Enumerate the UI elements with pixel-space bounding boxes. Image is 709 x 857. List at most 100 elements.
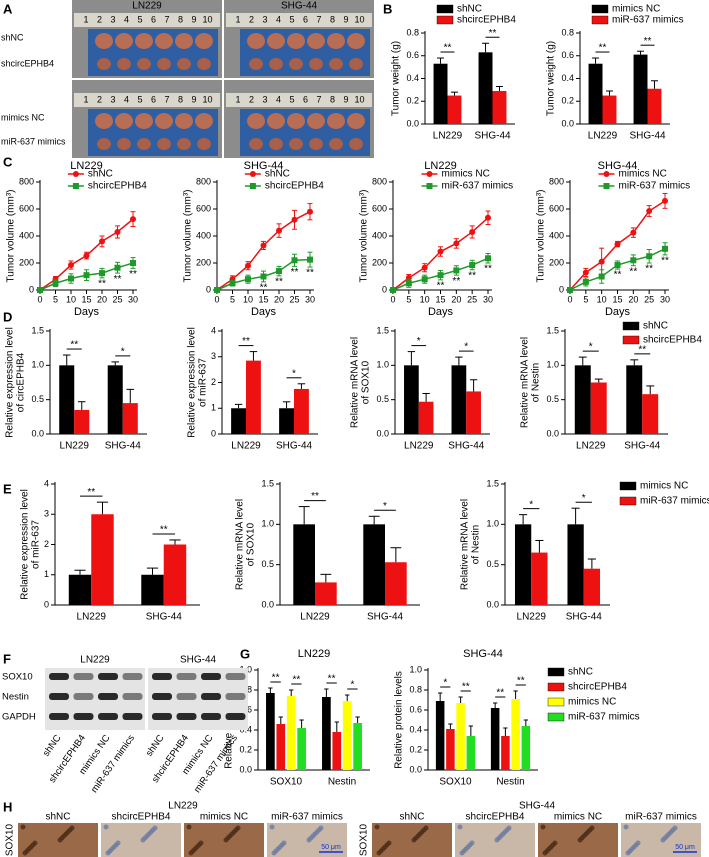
marker xyxy=(614,262,621,269)
blot-band xyxy=(225,693,246,700)
bar xyxy=(297,728,306,770)
ruler xyxy=(74,13,220,27)
x-tick-label: 25 xyxy=(467,294,477,304)
legend-label: shNC xyxy=(88,169,113,180)
significance-label: ** xyxy=(444,43,452,54)
x-tick-label: 10 xyxy=(243,294,253,304)
y-tick-label: 0.0 xyxy=(561,118,574,128)
ruler xyxy=(226,13,372,27)
bar xyxy=(246,360,261,434)
y-axis-label: Tumor volume (mm³) xyxy=(6,190,17,283)
x-tick-label: SHG-44 xyxy=(448,441,485,452)
tumor xyxy=(115,113,133,129)
y-tick-label: 0.8 xyxy=(409,684,422,694)
y-tick-label: 0 xyxy=(211,428,216,438)
x-axis-label: Days xyxy=(428,306,454,318)
legend-marker xyxy=(426,171,433,177)
ihc-lane: miR-637 mimics xyxy=(625,812,697,823)
significance-label: ** xyxy=(645,264,653,275)
ihc-cell xyxy=(269,824,275,830)
ihc-cell xyxy=(386,840,392,846)
legend-label: mimics NC xyxy=(640,481,688,492)
legend-label: miR-637 mimics xyxy=(442,181,514,192)
ruler-number: 3 xyxy=(262,94,267,104)
ihc-cell xyxy=(198,840,204,846)
ihc-cell xyxy=(32,840,38,846)
blot-band xyxy=(98,713,118,720)
x-axis-label: Days xyxy=(605,306,631,318)
tumor xyxy=(247,113,265,129)
x-tick-label: SHG-44 xyxy=(624,441,661,452)
x-axis-label: Days xyxy=(251,306,277,318)
significance-label: * xyxy=(529,499,533,510)
chart-title: LN229 xyxy=(298,648,330,660)
legend-label: shcircEPHB4 xyxy=(88,181,147,192)
y-tick-label: 4 xyxy=(44,478,49,488)
legend-swatch xyxy=(436,4,454,14)
y-axis-label: Tumor volume (mm³) xyxy=(536,190,547,283)
blot-band xyxy=(201,713,221,720)
legend-swatch xyxy=(547,712,565,722)
ihc-cell xyxy=(235,825,241,831)
y-tick-label: 600 xyxy=(549,203,564,213)
ruler-number: 10 xyxy=(202,14,212,24)
tumor xyxy=(307,33,325,49)
marker xyxy=(130,216,136,223)
significance-label: ** xyxy=(468,270,476,281)
y-axis-label: Relative mRNA level xyxy=(520,337,531,428)
bar xyxy=(332,732,342,770)
tumor xyxy=(157,58,171,70)
ihc-cell xyxy=(635,840,641,846)
marker xyxy=(485,214,491,221)
bar xyxy=(642,394,659,434)
ruler-number: 5 xyxy=(289,14,294,24)
tumor xyxy=(117,58,131,70)
blot-group: LN229 xyxy=(80,655,110,666)
tumor xyxy=(347,113,365,129)
y-tick-label: 800 xyxy=(196,176,211,186)
blot-band xyxy=(73,693,94,700)
y-tick-label: 200 xyxy=(196,257,211,267)
significance-label: ** xyxy=(462,682,470,693)
tumor xyxy=(115,33,133,49)
y-axis-label: of Nestin xyxy=(531,363,542,402)
marker xyxy=(469,262,476,269)
legend-marker xyxy=(249,171,256,177)
chart-title: LN229 xyxy=(424,160,456,172)
bar xyxy=(451,365,467,434)
bar xyxy=(74,409,90,434)
ihc-cell xyxy=(374,824,380,830)
y-tick-label: 0.0 xyxy=(546,428,559,438)
ihc-lane: shNC xyxy=(45,812,70,823)
panel-letter: D xyxy=(3,309,12,324)
ruler-number: 5 xyxy=(137,14,142,24)
y-axis-label: Relative mRNA level xyxy=(235,499,246,590)
bar xyxy=(91,514,114,605)
ruler-number: 4 xyxy=(276,94,281,104)
bar xyxy=(141,574,164,605)
y-tick-label: 0.5 xyxy=(261,559,274,569)
ihc-cell xyxy=(152,825,158,831)
marker xyxy=(83,272,90,279)
marker xyxy=(307,256,313,263)
significance-label: ** xyxy=(98,278,106,289)
y-tick-label: 1.5 xyxy=(376,325,389,335)
bar xyxy=(511,699,520,770)
ihc-cell xyxy=(20,824,26,830)
x-tick-label: 15 xyxy=(81,294,91,304)
x-tick-label: LN229 xyxy=(77,612,107,623)
x-tick-label: 20 xyxy=(628,294,638,304)
y-tick-label: 0.0 xyxy=(376,428,389,438)
ruler-number: 3 xyxy=(110,14,115,24)
ruler-number: 7 xyxy=(164,14,169,24)
x-tick-label: 5 xyxy=(406,294,411,304)
significance-label: ** xyxy=(242,336,250,347)
marker xyxy=(68,275,74,282)
ruler-number: 10 xyxy=(354,14,364,24)
tumor xyxy=(157,138,171,150)
marker xyxy=(68,262,74,269)
y-tick-label: 1 xyxy=(44,569,49,579)
x-tick-label: SHG-44 xyxy=(146,612,183,623)
significance-label: ** xyxy=(328,674,336,685)
blot-band xyxy=(152,713,172,720)
